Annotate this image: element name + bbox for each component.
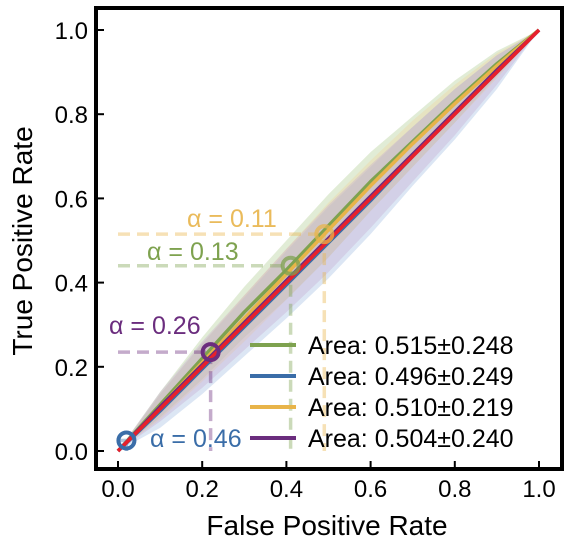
operating-point-1 — [280, 255, 301, 276]
x-tick-label: 0.6 — [354, 476, 387, 503]
y-tick-label: 0.2 — [55, 355, 88, 382]
operating-point-guides — [118, 232, 327, 451]
x-axis-label: False Positive Rate — [206, 510, 447, 541]
x-tick-label: 0.0 — [101, 476, 134, 503]
legend-label-1: Area: 0.515±0.248 — [308, 332, 514, 360]
y-axis-ticks: 0.0 0.2 0.4 0.6 0.8 1.0 — [55, 18, 104, 466]
alpha-annotation-3: α = 0.11 — [187, 205, 277, 233]
y-axis-label: True Positive Rate — [7, 126, 38, 355]
legend-label-4: Area: 0.504±0.240 — [308, 425, 514, 453]
y-tick-label: 0.4 — [55, 271, 88, 298]
legend-label-3: Area: 0.510±0.219 — [308, 394, 514, 422]
x-tick-label: 0.8 — [438, 476, 471, 503]
legend-label-2: Area: 0.496±0.249 — [308, 363, 514, 391]
x-tick-label: 0.2 — [186, 476, 219, 503]
operating-point-markers — [116, 224, 335, 451]
operating-point-3 — [314, 224, 335, 245]
x-tick-label: 1.0 — [522, 476, 555, 503]
operating-point-4 — [200, 342, 221, 363]
alpha-annotation-2: α = 0.46 — [150, 425, 242, 453]
y-tick-label: 0.0 — [55, 439, 88, 466]
y-tick-label: 0.6 — [55, 186, 88, 213]
x-tick-label: 0.4 — [270, 476, 303, 503]
y-tick-label: 1.0 — [55, 18, 88, 45]
y-tick-label: 0.8 — [55, 102, 88, 129]
roc-curves — [116, 28, 541, 453]
alpha-annotation-4: α = 0.26 — [109, 312, 201, 340]
operating-point-annotations: α = 0.13 α = 0.46 α = 0.11 α = 0.26 — [109, 205, 277, 453]
plot-frame — [94, 6, 564, 471]
x-axis-ticks: 0.0 0.2 0.4 0.6 0.8 1.0 — [101, 461, 556, 503]
alpha-annotation-1: α = 0.13 — [147, 238, 239, 266]
operating-point-2 — [116, 430, 137, 451]
legend: Area: 0.515±0.248 Area: 0.496±0.249 Area: … — [250, 332, 514, 453]
